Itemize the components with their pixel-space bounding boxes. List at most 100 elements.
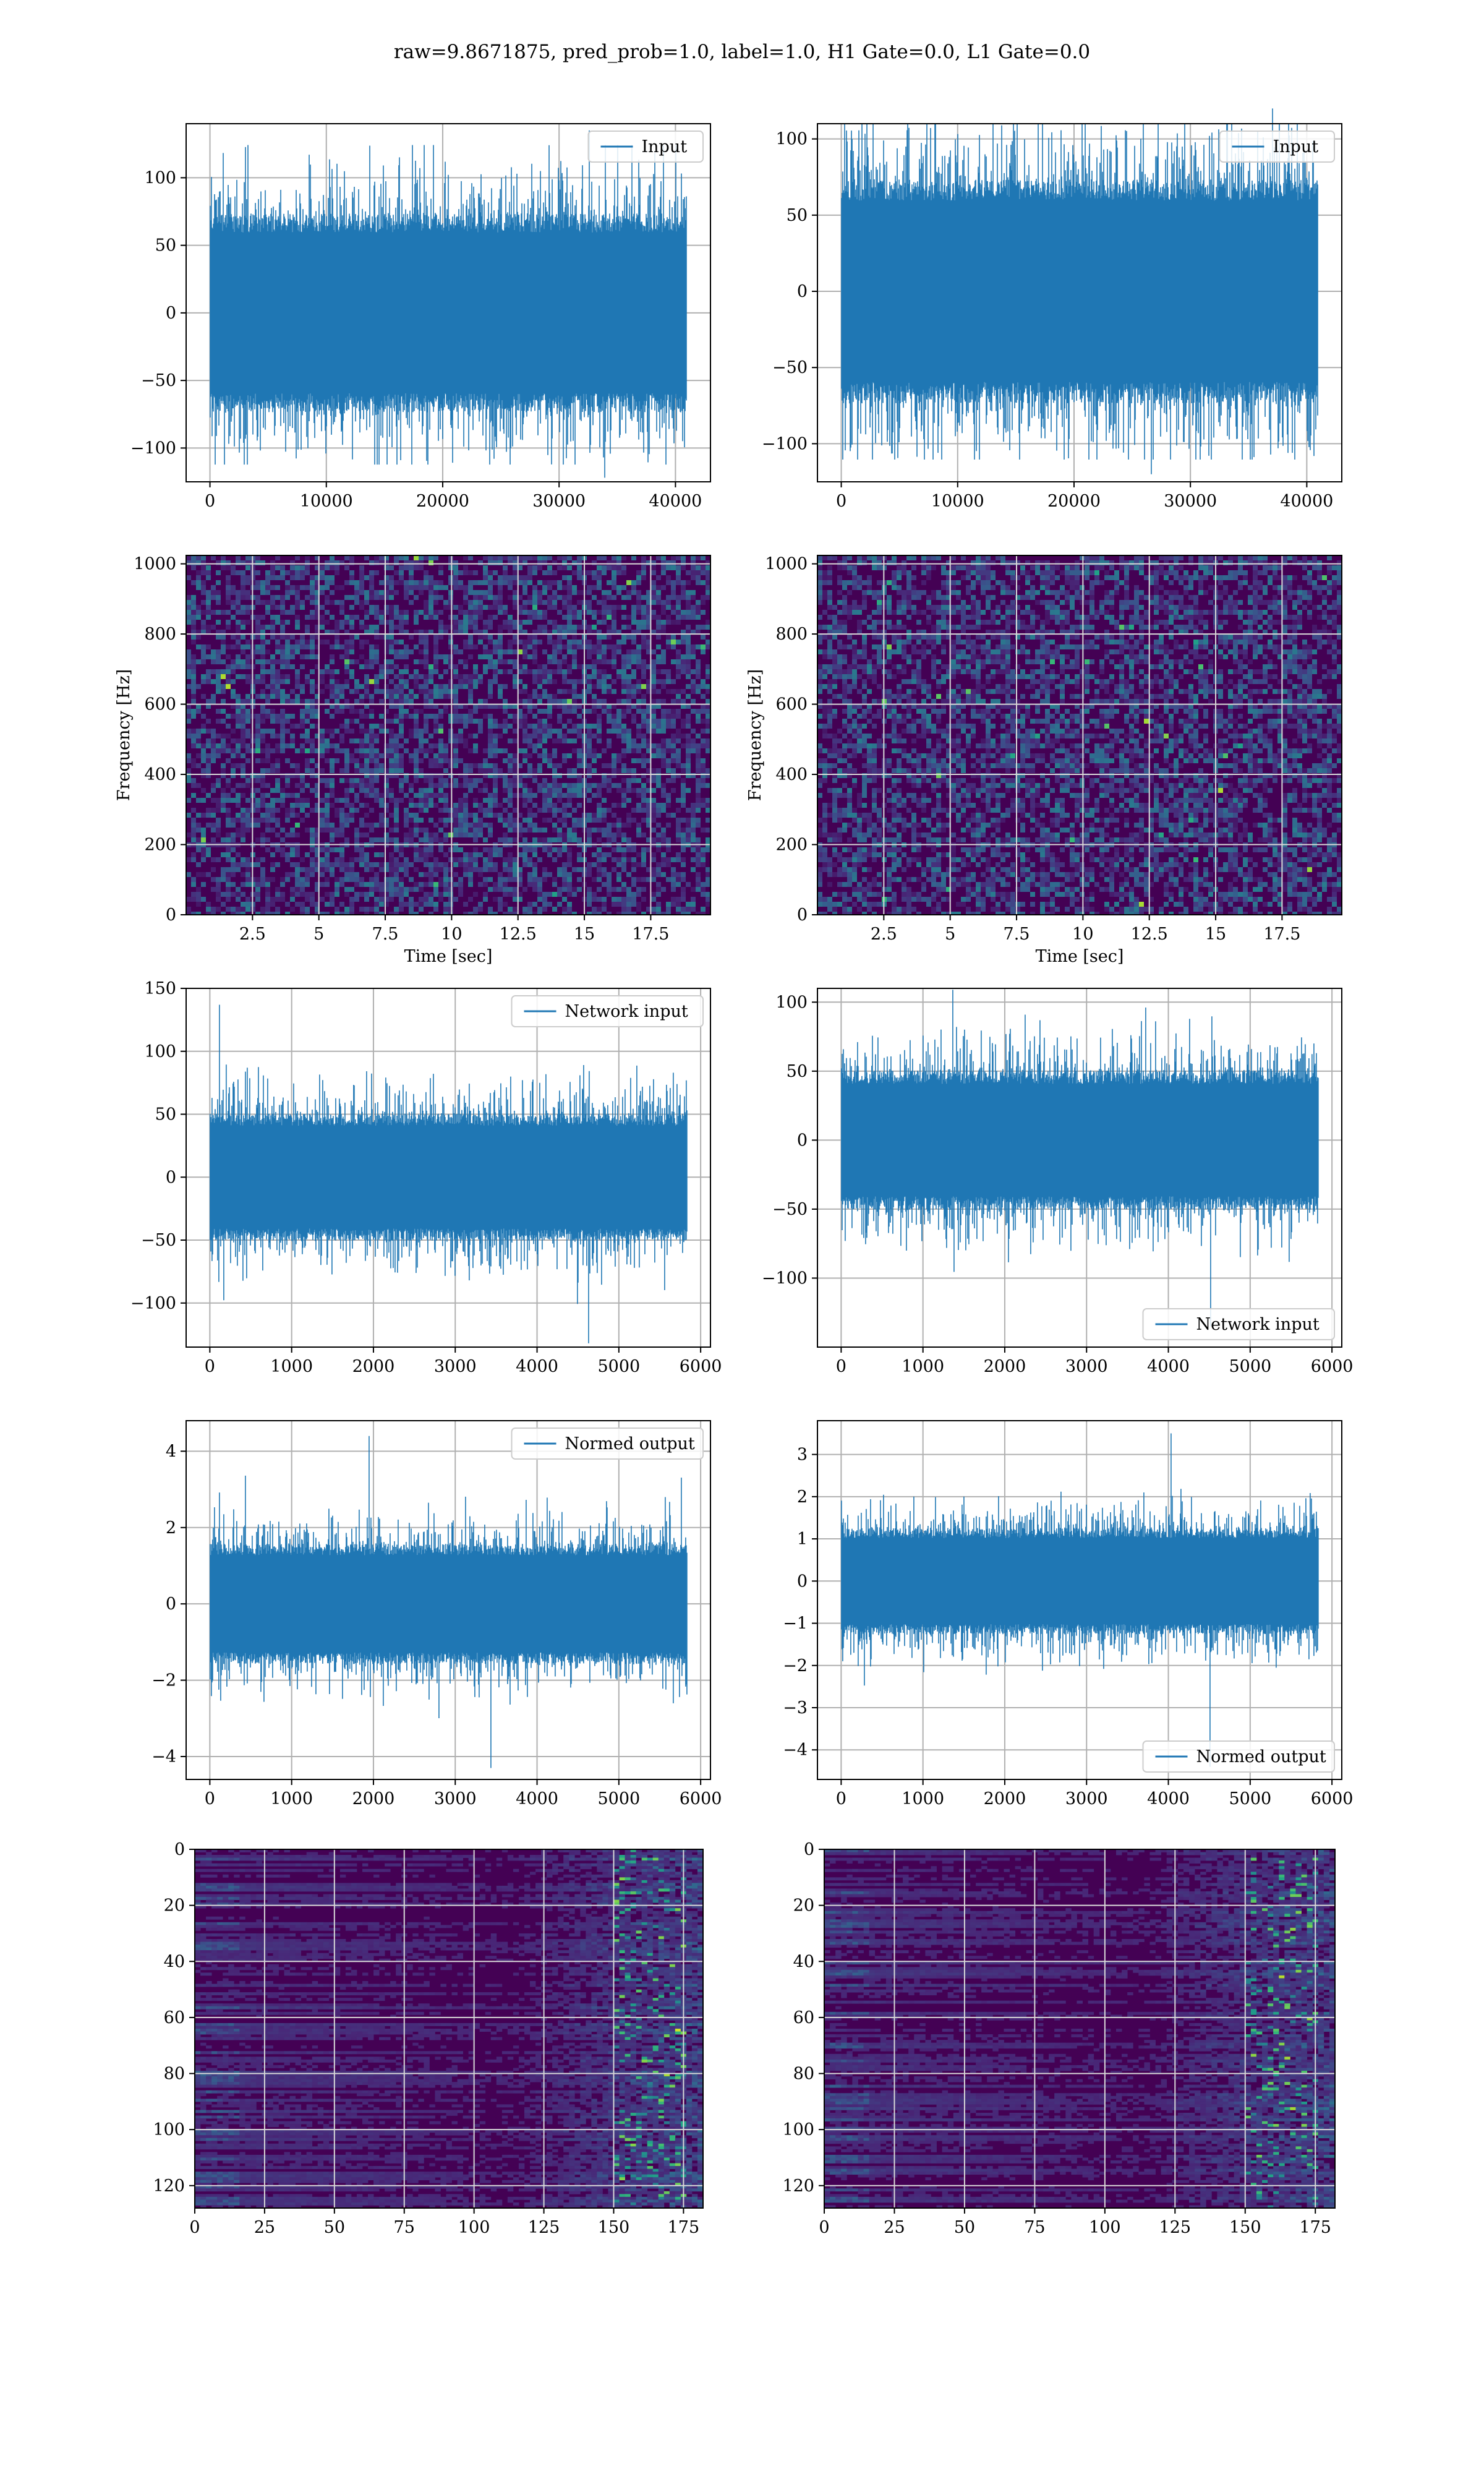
chart-feature-map-h1: 0 25 50 75 100 125 150 175 0 20 40 60 80 100 120 xyxy=(153,1840,704,2237)
chart-network-input-h1: 0 1000 2000 3000 4000 5000 6000 −100 −50 0 50 100 15… xyxy=(130,979,722,1376)
x-tick-label: 4000 xyxy=(1147,1789,1190,1808)
legend: Normed output xyxy=(1142,1740,1335,1773)
x-tick-label: 1000 xyxy=(270,1789,313,1808)
y-tick-label: 200 xyxy=(775,836,808,855)
y-tick-label: 100 xyxy=(153,2120,185,2139)
x-tick-label: 12.5 xyxy=(500,925,537,944)
x-tick-label: 175 xyxy=(1299,2218,1331,2237)
legend-label: Input xyxy=(642,137,688,156)
y-tick-label: −50 xyxy=(141,1231,176,1250)
x-tick-label: 4000 xyxy=(1147,1357,1190,1376)
y-tick-label: 800 xyxy=(144,625,176,644)
y-tick-label: 1000 xyxy=(134,555,176,574)
chart-input-l1: 0 10000 20000 30000 40000 −100 −50 0 50 100 Input xyxy=(762,108,1342,511)
y-tick-label: −4 xyxy=(151,1747,176,1766)
y-tick-label: 0 xyxy=(166,1168,176,1187)
y-tick-label: 0 xyxy=(166,1594,176,1614)
chart-feature-map-l1: 0 25 50 75 100 125 150 175 0 20 40 60 80 100 120 xyxy=(782,1840,1336,2237)
chart-input-h1: 0 10000 20000 30000 40000 −100 −50 0 50 100 Input xyxy=(130,123,711,511)
x-tick-label: 75 xyxy=(394,2218,415,2237)
x-tick-label: 0 xyxy=(836,1789,846,1808)
x-tick-label: 5 xyxy=(945,925,955,944)
y-tick-label: 2 xyxy=(166,1518,176,1538)
x-tick-label: 17.5 xyxy=(1263,925,1300,944)
x-tick-label: 3000 xyxy=(434,1789,477,1808)
x-tick-label: 50 xyxy=(324,2218,345,2237)
y-tick-label: 50 xyxy=(155,1105,176,1124)
x-tick-label: 10000 xyxy=(300,492,353,511)
x-tick-label: 20000 xyxy=(416,492,469,511)
y-tick-label: 60 xyxy=(164,2008,185,2027)
y-tick-label: 2 xyxy=(797,1487,808,1507)
x-tick-label: 1000 xyxy=(270,1357,313,1376)
y-tick-label: −3 xyxy=(783,1698,808,1718)
y-tick-label: 40 xyxy=(164,1952,185,1971)
x-tick-label: 25 xyxy=(254,2218,275,2237)
y-tick-label: 100 xyxy=(144,1042,176,1061)
x-tick-label: 3000 xyxy=(1065,1789,1108,1808)
y-tick-label: 4 xyxy=(166,1442,176,1461)
y-tick-label: 60 xyxy=(793,2008,814,2027)
x-tick-label: 100 xyxy=(458,2218,490,2237)
y-tick-label: −50 xyxy=(772,1200,808,1219)
x-tick-label: 6000 xyxy=(680,1357,722,1376)
x-tick-label: 1000 xyxy=(902,1789,944,1808)
y-axis-label: Frequency [Hz] xyxy=(746,669,765,801)
x-tick-label: 175 xyxy=(668,2218,700,2237)
y-tick-label: 100 xyxy=(775,130,808,149)
legend-label: Network input xyxy=(565,1002,688,1021)
y-tick-label: 400 xyxy=(775,765,808,784)
x-tick-label: 0 xyxy=(819,2218,829,2237)
y-tick-label: 100 xyxy=(782,2120,814,2139)
y-tick-label: 80 xyxy=(164,2065,185,2084)
legend-label: Input xyxy=(1273,137,1319,156)
x-axis-label: Time [sec] xyxy=(1036,947,1124,966)
chart-normed-output-h1: 0 1000 2000 3000 4000 5000 6000 −4 −2 0 2 4 Normed o… xyxy=(151,1420,722,1808)
x-tick-label: 0 xyxy=(836,1357,846,1376)
y-tick-label: 40 xyxy=(793,1952,814,1971)
x-tick-label: 25 xyxy=(884,2218,905,2237)
y-tick-label: 20 xyxy=(793,1896,814,1915)
y-tick-label: −4 xyxy=(783,1740,808,1760)
y-tick-label: −100 xyxy=(762,1269,808,1288)
x-tick-label: 30000 xyxy=(1164,492,1217,511)
y-tick-label: −100 xyxy=(130,439,176,458)
x-tick-label: 5 xyxy=(313,925,324,944)
x-tick-label: 6000 xyxy=(1311,1789,1354,1808)
x-tick-label: 6000 xyxy=(1311,1357,1354,1376)
y-tick-label: 80 xyxy=(793,2065,814,2084)
x-tick-label: 0 xyxy=(205,1357,215,1376)
x-tick-label: 2000 xyxy=(984,1357,1026,1376)
y-tick-label: 200 xyxy=(144,836,176,855)
legend: Network input xyxy=(1142,1308,1335,1340)
chart-spectrogram-h1: 2.5 5 7.5 10 12.5 15 17.5 0 200 400 600 800 1000 Time… xyxy=(114,555,711,966)
x-tick-label: 10 xyxy=(441,925,462,944)
y-tick-label: 50 xyxy=(155,236,176,255)
chart-spectrogram-l1: 2.5 5 7.5 10 12.5 15 17.5 0 200 400 600 800 1000 Time… xyxy=(746,555,1342,966)
legend: Input xyxy=(1219,131,1335,163)
x-tick-label: 12.5 xyxy=(1131,925,1168,944)
x-tick-label: 125 xyxy=(1159,2218,1192,2237)
y-tick-label: −50 xyxy=(772,358,808,377)
chart-normed-output-l1: 0 1000 2000 3000 4000 5000 6000 −4 −3 −2 −1 0 1 2 3 Nor… xyxy=(783,1420,1354,1808)
y-tick-label: 20 xyxy=(164,1896,185,1915)
x-tick-label: 5000 xyxy=(1229,1357,1271,1376)
x-tick-label: 5000 xyxy=(597,1357,640,1376)
x-tick-label: 100 xyxy=(1089,2218,1121,2237)
y-tick-label: 0 xyxy=(797,1572,808,1591)
y-axis-label: Frequency [Hz] xyxy=(114,669,134,801)
y-tick-label: 100 xyxy=(775,993,808,1012)
x-tick-label: 75 xyxy=(1024,2218,1045,2237)
x-tick-label: 4000 xyxy=(516,1789,558,1808)
x-tick-label: 0 xyxy=(836,492,846,511)
y-tick-label: 0 xyxy=(166,905,176,925)
y-tick-label: 120 xyxy=(153,2177,185,2196)
y-tick-label: 0 xyxy=(797,282,808,301)
x-tick-label: 3000 xyxy=(1065,1357,1108,1376)
x-tick-label: 150 xyxy=(598,2218,630,2237)
y-tick-label: 50 xyxy=(787,1062,808,1081)
y-tick-label: −2 xyxy=(783,1656,808,1676)
y-tick-label: 50 xyxy=(787,206,808,225)
y-tick-label: −2 xyxy=(151,1671,176,1690)
